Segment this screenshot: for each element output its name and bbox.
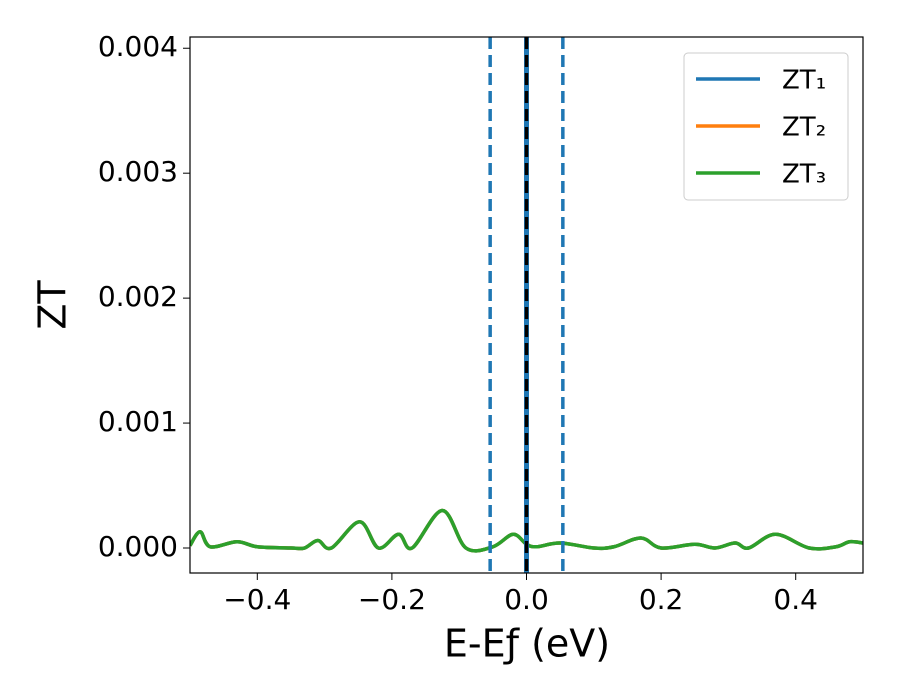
- x-tick-label: 0.4: [773, 583, 818, 616]
- y-tick-label: 0.002: [98, 280, 178, 313]
- y-tick-label: 0.004: [98, 30, 178, 63]
- x-tick-label: 0.0: [504, 583, 549, 616]
- x-tick-label: −0.4: [223, 583, 291, 616]
- series-line: [190, 508, 863, 553]
- legend-label: ZT₂: [782, 113, 826, 143]
- legend-label: ZT₃: [782, 160, 826, 190]
- y-axis-label: ZT: [31, 280, 75, 330]
- legend-label: ZT₁: [782, 66, 826, 96]
- y-tick-label: 0.000: [98, 530, 178, 563]
- plot-frame: [189, 36, 864, 574]
- x-axis-label: E-Eƒ (eV): [444, 622, 610, 666]
- x-tick-label: −0.2: [358, 583, 426, 616]
- y-tick-label: 0.003: [98, 155, 178, 188]
- x-tick-label: 0.2: [639, 583, 684, 616]
- legend-box: [683, 52, 849, 201]
- y-tick-label: 0.001: [98, 405, 178, 438]
